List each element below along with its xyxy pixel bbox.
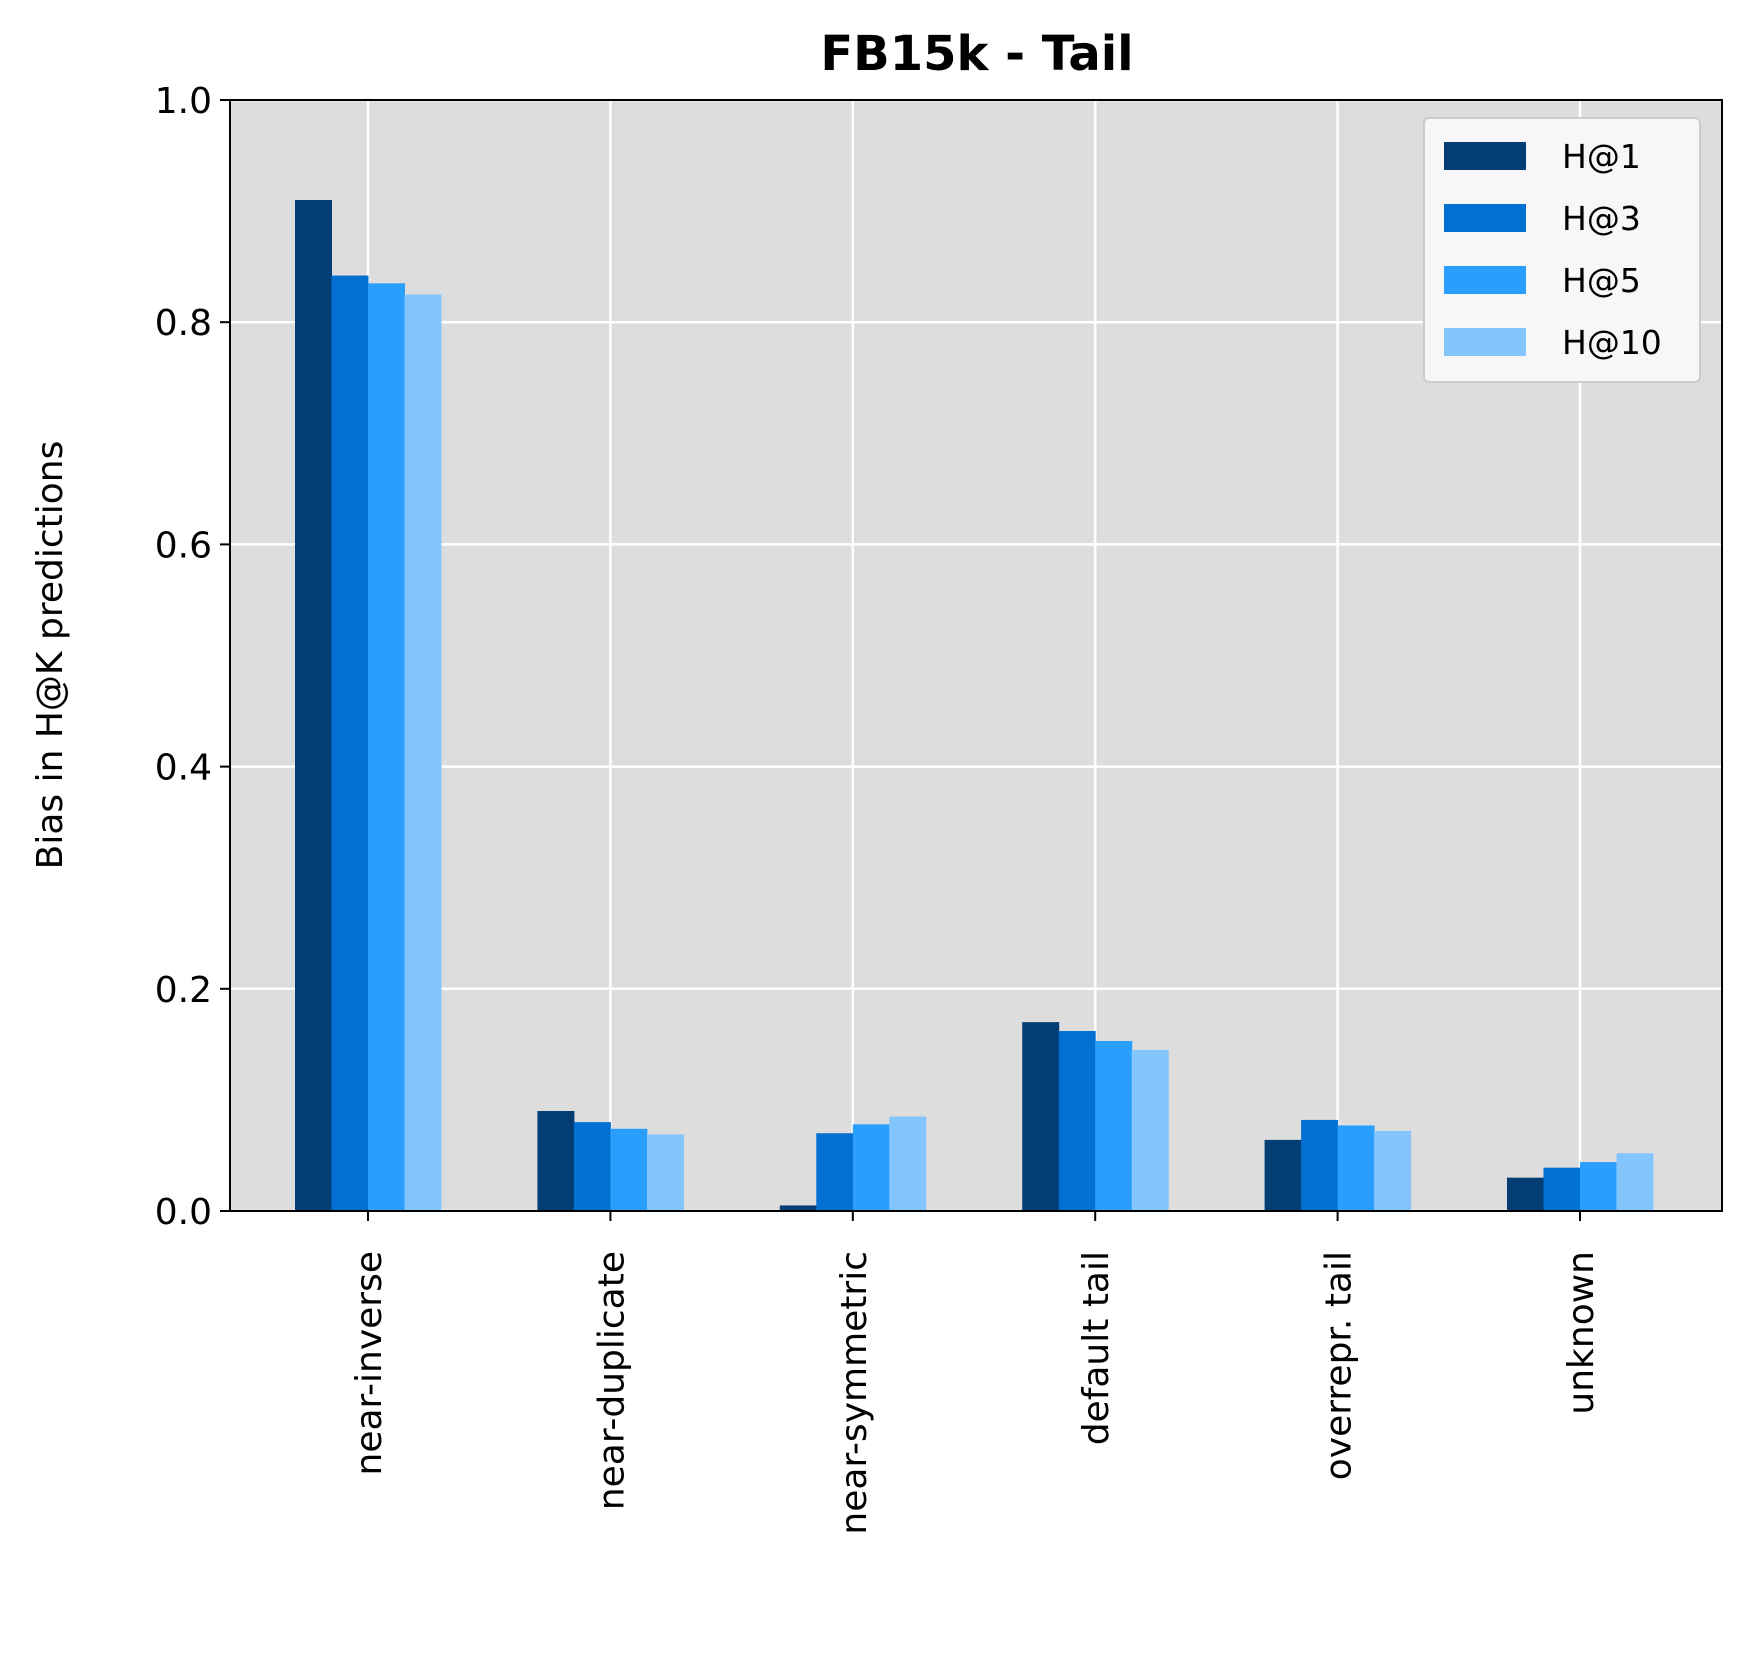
- bar-H10-near-symmetric: [889, 1116, 927, 1211]
- bar-H10-default-tail: [1131, 1049, 1169, 1211]
- bar-H3-overrepr-tail: [1301, 1119, 1339, 1211]
- y-tick-label: 1.0: [155, 81, 212, 122]
- legend-label: H@5: [1562, 261, 1641, 300]
- legend-swatch: [1444, 204, 1526, 232]
- bar-H1-overrepr-tail: [1264, 1139, 1302, 1211]
- bar-H10-unknown: [1616, 1153, 1654, 1211]
- legend-swatch: [1444, 328, 1526, 356]
- legend-label: H@1: [1562, 137, 1641, 176]
- x-tick-label: default tail: [1076, 1251, 1117, 1445]
- y-tick-label: 0.8: [155, 303, 212, 344]
- bar-H1-near-inverse: [295, 199, 332, 1212]
- legend-box: [1423, 117, 1701, 383]
- plot-frame: [229, 99, 1723, 1212]
- bar-H1-default-tail: [1022, 1022, 1060, 1211]
- bar-H5-near-symmetric: [852, 1124, 890, 1211]
- x-tick-label: near-symmetric: [834, 1251, 875, 1535]
- bar-H5-near-duplicate: [610, 1128, 648, 1211]
- legend: H@1 H@3 H@5 H@10: [1423, 117, 1701, 383]
- bar-H3-default-tail: [1058, 1031, 1096, 1211]
- legend-label: H@10: [1562, 323, 1662, 362]
- chart-title: FB15k - Tail: [820, 26, 1133, 82]
- x-tick-label: near-duplicate: [591, 1251, 632, 1510]
- bar-H1-near-symmetric: [779, 1205, 817, 1211]
- grid-lines: [230, 98, 1722, 1213]
- bar-H10-near-duplicate: [646, 1134, 684, 1211]
- bar-H10-near-inverse: [404, 294, 442, 1211]
- bars: [295, 199, 1654, 1212]
- bar-H1-near-duplicate: [537, 1111, 575, 1211]
- legend-label: H@3: [1562, 199, 1641, 238]
- bar-H5-overrepr-tail: [1337, 1125, 1375, 1211]
- bar-H1-unknown: [1507, 1177, 1544, 1211]
- bar-H3-near-inverse: [331, 275, 369, 1212]
- x-tick-label: near-inverse: [349, 1251, 390, 1476]
- bar-H10-overrepr-tail: [1374, 1131, 1412, 1211]
- bar-H3-unknown: [1543, 1167, 1581, 1211]
- bar-H3-near-symmetric: [816, 1133, 854, 1211]
- y-tick-label: 0.0: [155, 1192, 212, 1233]
- bar-H5-default-tail: [1095, 1041, 1133, 1211]
- x-tick-label: unknown: [1561, 1251, 1602, 1415]
- x-axis: near-inverse near-duplicate near-symmetric…: [349, 1211, 1602, 1535]
- y-tick-label: 0.6: [155, 525, 212, 566]
- legend-swatch: [1444, 142, 1526, 170]
- x-tick-label: overrepr. tail: [1319, 1251, 1360, 1480]
- y-axis-label: Bias in H@K predictions: [30, 441, 71, 870]
- bar-H5-near-inverse: [368, 283, 405, 1211]
- bar-H3-near-duplicate: [573, 1122, 611, 1211]
- legend-swatch: [1444, 266, 1526, 294]
- y-tick-label: 0.4: [155, 748, 212, 789]
- bar-H5-unknown: [1580, 1162, 1617, 1211]
- y-axis: 0.0 0.2 0.4 0.6 0.8 1.0: [155, 81, 230, 1233]
- y-tick-label: 0.2: [155, 970, 212, 1011]
